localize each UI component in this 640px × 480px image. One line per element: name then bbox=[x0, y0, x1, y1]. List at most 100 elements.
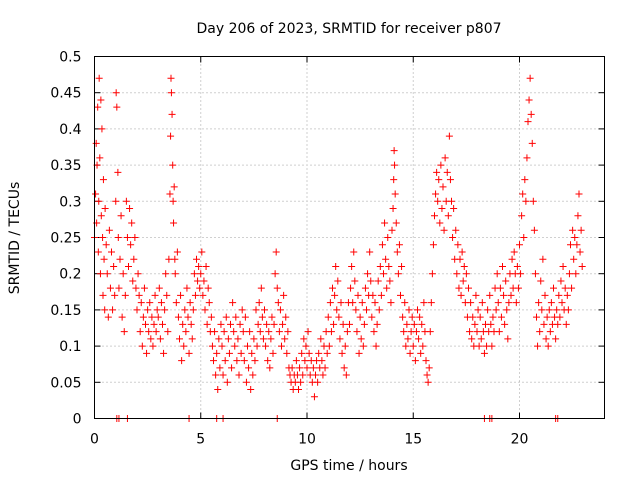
data-point bbox=[512, 299, 520, 307]
data-point bbox=[126, 205, 134, 213]
data-point bbox=[104, 313, 112, 321]
data-point bbox=[526, 74, 534, 82]
data-point bbox=[97, 212, 105, 220]
data-point bbox=[545, 306, 553, 314]
y-tick-label: 0.15 bbox=[50, 303, 81, 319]
data-point bbox=[103, 270, 111, 278]
data-point bbox=[317, 335, 325, 343]
data-point bbox=[278, 342, 285, 350]
data-point bbox=[94, 103, 102, 111]
data-point bbox=[271, 270, 279, 278]
data-point bbox=[248, 349, 256, 357]
data-point bbox=[492, 306, 500, 314]
data-point bbox=[380, 270, 387, 278]
data-point bbox=[438, 205, 446, 213]
data-point bbox=[563, 291, 571, 299]
data-point bbox=[117, 212, 125, 220]
data-point bbox=[572, 270, 580, 278]
data-point bbox=[418, 320, 426, 328]
data-point bbox=[371, 299, 379, 307]
data-point bbox=[573, 241, 581, 249]
data-point bbox=[259, 335, 267, 343]
data-point bbox=[355, 349, 363, 357]
data-point bbox=[264, 357, 272, 365]
data-point bbox=[242, 378, 250, 386]
data-point bbox=[153, 306, 161, 314]
data-point bbox=[431, 212, 438, 220]
data-point bbox=[212, 371, 220, 379]
data-point bbox=[391, 161, 399, 169]
data-point bbox=[121, 291, 129, 299]
data-point bbox=[488, 342, 496, 350]
data-point bbox=[92, 139, 100, 147]
data-point bbox=[114, 234, 122, 241]
data-point bbox=[112, 89, 120, 97]
data-point bbox=[99, 234, 107, 241]
data-point bbox=[516, 241, 523, 249]
data-point bbox=[419, 342, 427, 350]
data-point bbox=[456, 255, 464, 263]
data-point bbox=[478, 299, 486, 307]
data-point bbox=[222, 313, 230, 321]
data-point bbox=[198, 248, 206, 256]
data-point bbox=[174, 313, 182, 321]
data-point bbox=[187, 320, 195, 328]
data-point bbox=[399, 313, 407, 321]
data-point bbox=[255, 299, 263, 307]
data-point bbox=[469, 313, 477, 321]
data-point bbox=[425, 364, 433, 372]
data-point bbox=[530, 226, 538, 234]
data-point bbox=[372, 342, 380, 350]
data-point bbox=[266, 364, 274, 372]
data-point bbox=[196, 284, 204, 292]
data-point bbox=[369, 291, 377, 299]
data-point bbox=[521, 176, 529, 184]
data-point bbox=[312, 371, 319, 379]
data-point bbox=[326, 299, 334, 307]
data-point bbox=[298, 349, 306, 357]
data-point bbox=[535, 299, 543, 307]
data-point bbox=[409, 342, 417, 350]
data-point bbox=[152, 328, 160, 336]
data-point bbox=[128, 219, 136, 227]
data-point bbox=[462, 270, 470, 278]
data-point bbox=[169, 161, 177, 169]
data-point bbox=[436, 219, 444, 227]
data-point bbox=[136, 328, 144, 336]
axis-ticks: 0 0.05 0.1 0.15 0.2 0.25 0.3 0.35 0.4 0.45 0.5 0 5 10… bbox=[50, 50, 605, 448]
data-point bbox=[471, 320, 479, 328]
data-point bbox=[427, 299, 435, 307]
data-point bbox=[146, 299, 154, 307]
data-point bbox=[132, 284, 140, 292]
data-point bbox=[435, 176, 443, 184]
data-point bbox=[543, 313, 551, 321]
data-point bbox=[173, 248, 181, 256]
data-point bbox=[474, 306, 482, 314]
data-point bbox=[453, 270, 461, 278]
data-point bbox=[411, 357, 419, 365]
data-point bbox=[508, 255, 516, 263]
data-point bbox=[165, 255, 173, 263]
data-point bbox=[273, 284, 281, 292]
data-point bbox=[338, 349, 346, 357]
data-point bbox=[301, 357, 309, 365]
data-point bbox=[150, 320, 158, 328]
data-point bbox=[182, 328, 190, 336]
data-point bbox=[167, 74, 175, 82]
data-point bbox=[538, 306, 546, 314]
data-point bbox=[387, 299, 395, 307]
x-tick-label: 10 bbox=[298, 432, 316, 448]
data-point bbox=[393, 248, 401, 256]
data-point bbox=[484, 306, 492, 314]
data-point bbox=[383, 284, 391, 292]
data-point bbox=[274, 299, 282, 307]
data-point bbox=[189, 306, 197, 314]
data-point bbox=[169, 197, 177, 205]
y-tick-label: 0 bbox=[73, 412, 82, 428]
data-point bbox=[424, 378, 432, 386]
data-point bbox=[428, 270, 436, 278]
data-point bbox=[130, 255, 138, 263]
data-point bbox=[302, 342, 310, 350]
data-point bbox=[443, 168, 451, 176]
